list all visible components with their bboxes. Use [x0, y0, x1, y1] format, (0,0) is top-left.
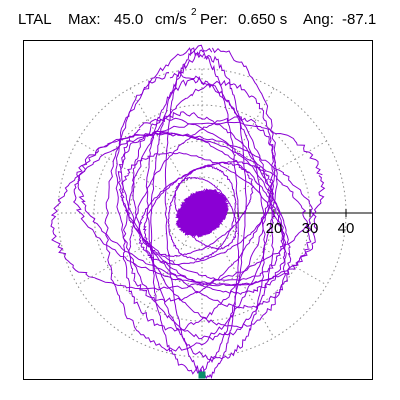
max-unit-exponent: 2 [191, 7, 197, 18]
trajectory-orbit-2 [122, 79, 274, 332]
tick-labels: 20 30 40 [266, 220, 355, 237]
trajectory-orbit-10 [117, 131, 286, 295]
station-code: LTAL [18, 11, 52, 28]
header-bar: LTAL Max: 45.0 cm/s 2 Per: 0.650 s Ang: … [0, 7, 400, 32]
period-label: Per: [200, 11, 228, 28]
trajectory-orbit-12 [150, 52, 247, 375]
trajectory-orbit-5 [120, 116, 292, 309]
tick-label-20: 20 [266, 220, 283, 237]
trajectory-orbit-17 [173, 176, 238, 250]
tick-label-40: 40 [338, 220, 355, 237]
trajectory-orbit-15 [142, 161, 255, 258]
dense-core-trace-5 [176, 188, 229, 238]
angle-value: -87.1 [342, 11, 377, 28]
max-unit: cm/s [155, 11, 187, 28]
trajectory-orbit-14 [164, 47, 240, 380]
trajectory-orbit-0 [138, 160, 274, 265]
tick-label-30: 30 [302, 220, 319, 237]
period-value: 0.650 s [238, 11, 288, 28]
peak-marker-layer [198, 371, 206, 379]
angle-label: Ang: [303, 11, 334, 28]
trajectory-orbit-13 [145, 75, 266, 361]
max-label: Max: [68, 11, 101, 28]
peak-marker [198, 371, 206, 379]
trajectory-orbit-4 [115, 71, 275, 341]
trajectory-orbit-9 [77, 132, 313, 286]
max-value: 45.0 [114, 11, 144, 28]
trajectory-layer [50, 44, 326, 380]
